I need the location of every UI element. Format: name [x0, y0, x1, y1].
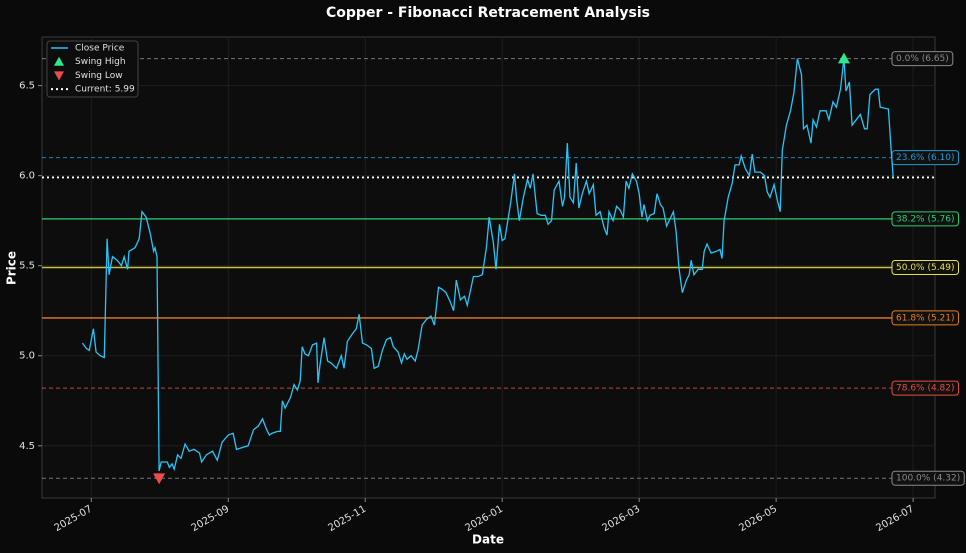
legend: Close Price Swing High Swing Low Current: 5… [46, 40, 139, 98]
fib-level-label: 0.0% (6.65) [896, 54, 949, 64]
swing-marker [837, 52, 850, 64]
y-tick-label: 4.5 [19, 441, 35, 452]
legend-swatch [54, 71, 64, 81]
x-tick-label: 2026-07 [874, 504, 916, 534]
y-tick-label: 5.5 [19, 261, 35, 272]
x-tick-label: 2025-09 [190, 504, 232, 534]
fib-level-tag: 100.0% (4.32) [891, 470, 965, 486]
fib-level-box [891, 211, 960, 227]
fib-level-label: 61.8% (5.21) [896, 313, 955, 323]
legend-label: Swing High [75, 57, 126, 67]
fib-level-tag: 38.2% (5.76) [891, 211, 960, 227]
y-tick-label: 5.0 [19, 351, 35, 362]
fib-level-tag: 23.6% (6.10) [891, 150, 960, 166]
legend-label: Swing Low [75, 71, 123, 81]
legend-label: Close Price [75, 44, 125, 54]
fib-level-box [891, 51, 954, 67]
x-tick-label: 2026-05 [737, 504, 779, 534]
y-tick-label: 6.0 [19, 171, 35, 182]
fib-level-label: 100.0% (4.32) [896, 474, 960, 484]
fib-level-box [891, 310, 960, 326]
fib-level-label: 23.6% (6.10) [896, 153, 955, 163]
fib-level-box [891, 470, 965, 486]
legend-box [46, 40, 139, 98]
y-axis-label: Price [5, 251, 19, 285]
fib-level-box [891, 260, 960, 275]
legend-label: Current: 5.99 [75, 85, 135, 95]
x-tick-label: 2025-11 [327, 504, 369, 534]
price-line [81, 58, 894, 472]
chart-title: Copper - Fibonacci Retracement Analysis [326, 5, 650, 21]
x-tick-label: 2026-03 [600, 504, 642, 534]
fib-level-box [891, 380, 960, 396]
legend-swatch [54, 56, 64, 66]
x-tick-label: 2025-07 [53, 504, 95, 534]
swing-marker [153, 473, 166, 485]
fib-level-label: 50.0% (5.49) [896, 263, 955, 273]
fib-level-tag: 78.6% (4.82) [891, 380, 960, 396]
x-tick-label: 2026-01 [463, 504, 505, 534]
x-axis-label: Date [472, 533, 504, 547]
fib-level-tag: 50.0% (5.49) [891, 260, 960, 275]
fib-level-label: 38.2% (5.76) [896, 214, 955, 224]
fib-level-label: 78.6% (4.82) [896, 384, 955, 394]
fib-level-tag: 61.8% (5.21) [891, 310, 960, 326]
y-tick-label: 6.5 [19, 81, 35, 92]
fib-level-tag: 0.0% (6.65) [891, 51, 954, 67]
